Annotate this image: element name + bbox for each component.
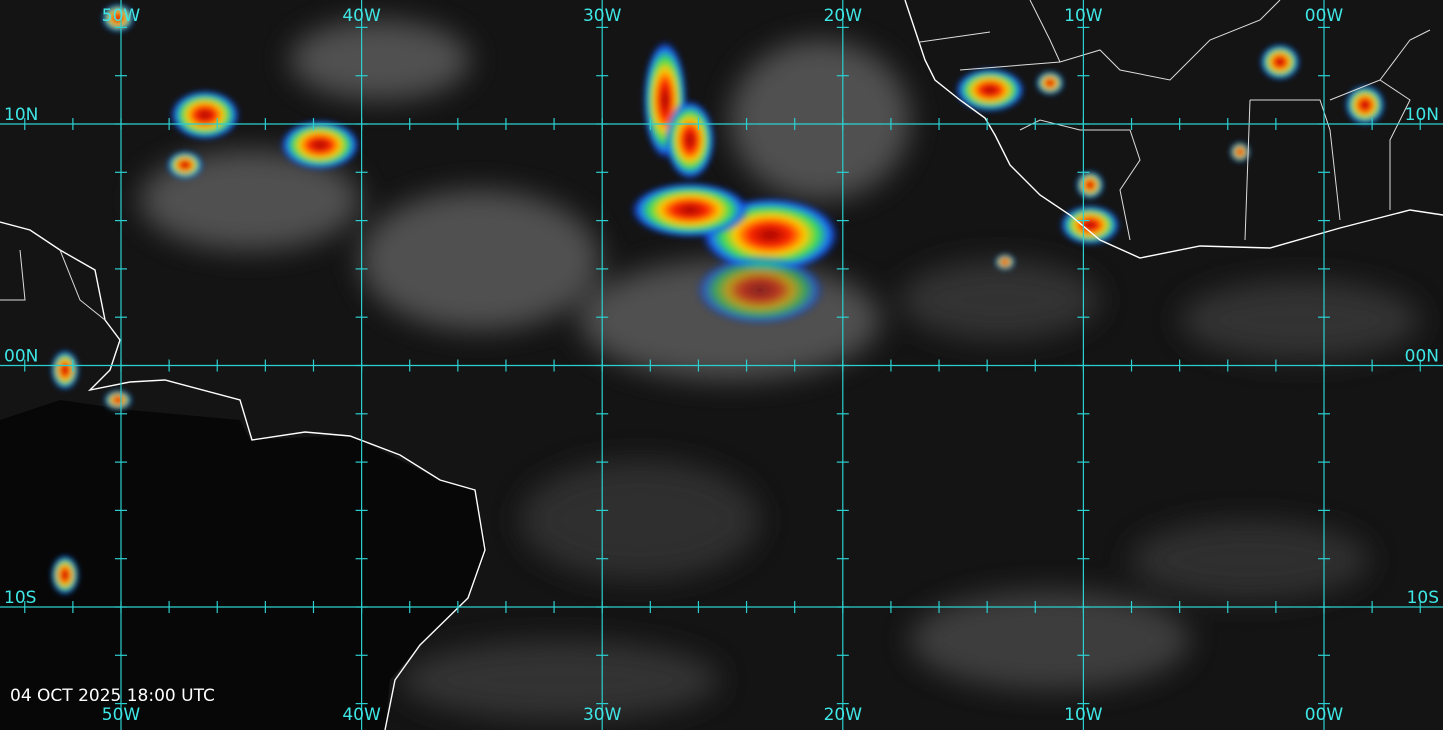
- coastline-south-america: [0, 221, 486, 730]
- longitude-label-bottom: 10W: [1064, 705, 1103, 725]
- labels: 50W 50W 40W 40W 30W 30W 20W 20W 10W 10W 00W 00W 10N 1…: [4, 6, 1439, 725]
- longitude-label-top: 40W: [342, 6, 381, 26]
- longitude-label-top: 30W: [583, 6, 622, 26]
- latitude-label-left: 00N: [4, 347, 38, 367]
- longitude-label-top: 10W: [1064, 6, 1103, 26]
- longitude-label-top: 00W: [1305, 6, 1344, 26]
- borders-south-america: [0, 249, 106, 321]
- convection: [51, 4, 1385, 595]
- latitude-label-left: 10S: [4, 588, 36, 608]
- longitude-label-top: 50W: [102, 6, 141, 26]
- coastline-africa: [904, 0, 1443, 259]
- longitude-label-top: 20W: [824, 6, 863, 26]
- latitude-label-right: 00N: [1405, 347, 1439, 367]
- latitude-label-left: 10N: [4, 105, 38, 125]
- land-south-america: [0, 400, 487, 730]
- latitude-label-right: 10N: [1405, 105, 1439, 125]
- latitude-label-right: 10S: [1407, 588, 1439, 608]
- borders-africa: [919, 0, 1431, 241]
- longitude-label-bottom: 40W: [342, 705, 381, 725]
- longitude-label-bottom: 00W: [1305, 705, 1344, 725]
- longitude-label-bottom: 30W: [583, 705, 622, 725]
- longitude-label-bottom: 20W: [824, 705, 863, 725]
- timestamp: 04 OCT 2025 18:00 UTC: [10, 686, 215, 706]
- longitude-label-bottom: 50W: [102, 705, 141, 725]
